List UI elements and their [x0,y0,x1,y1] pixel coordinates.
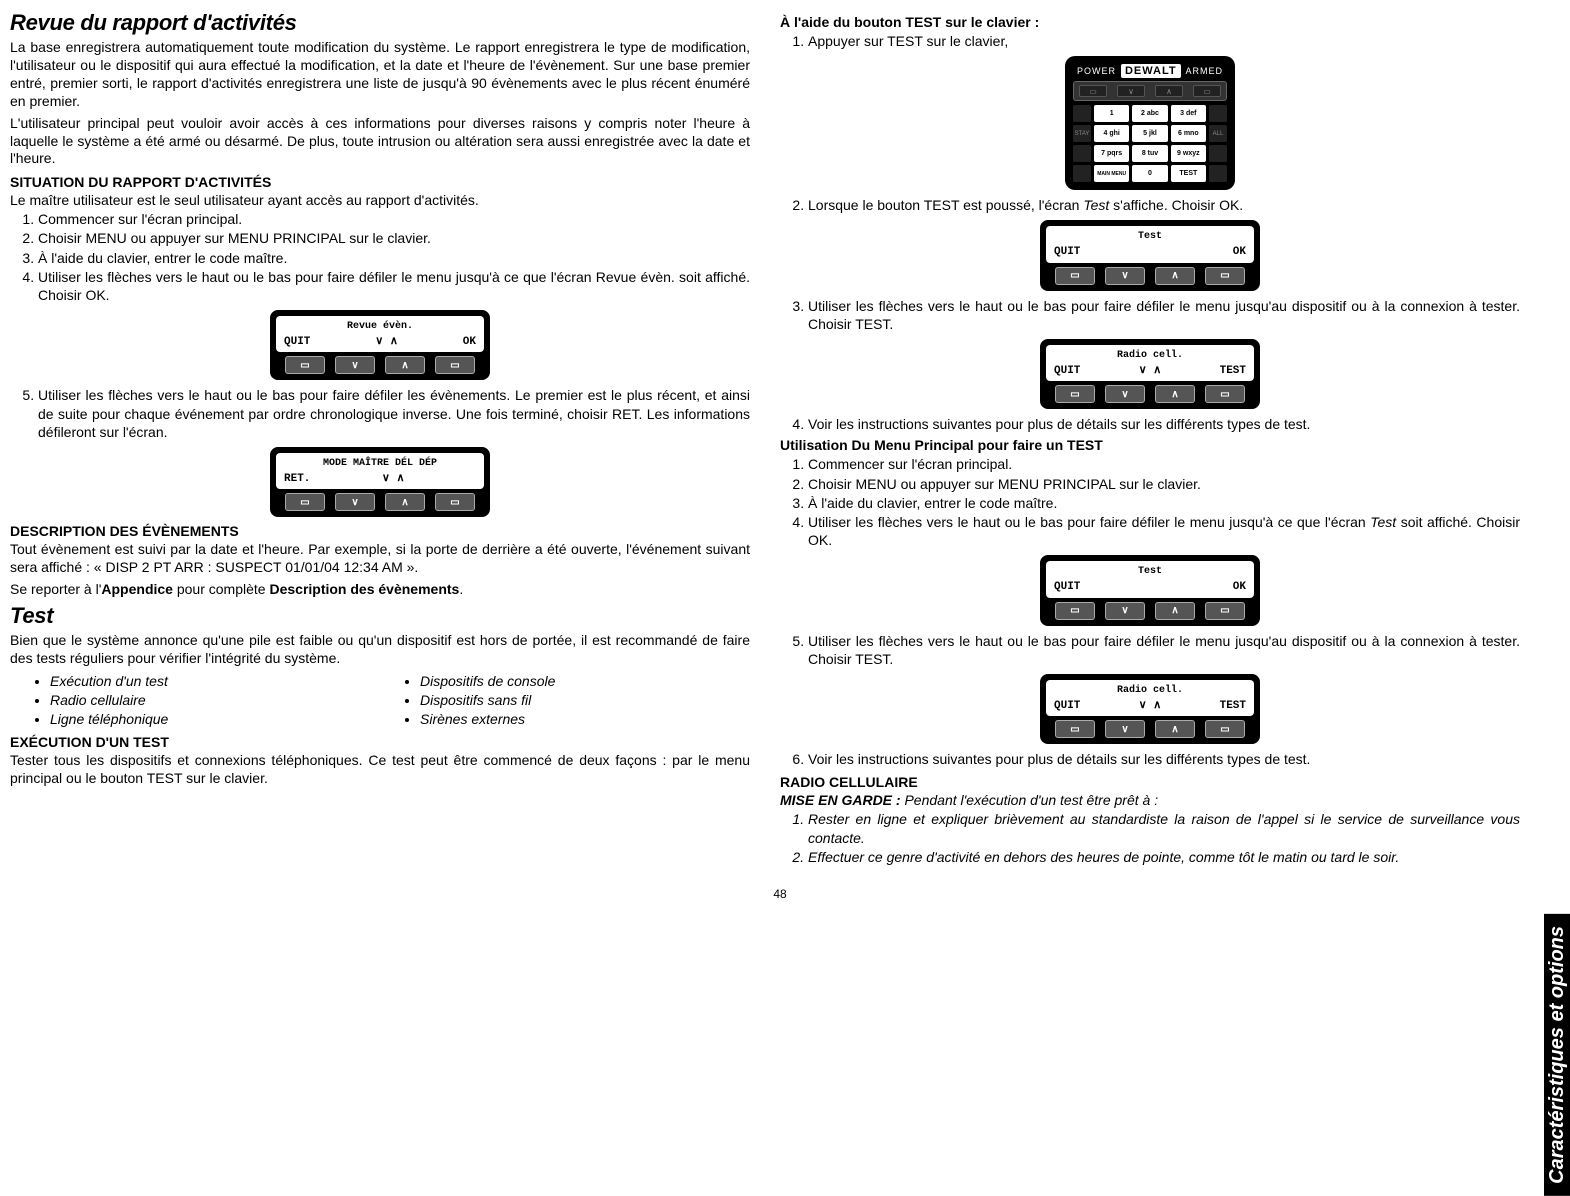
heading-situation: SITUATION DU RAPPORT D'ACTIVITÉS [10,174,750,190]
heading-revue: Revue du rapport d'activités [10,10,750,36]
power-label: POWER [1077,66,1116,76]
heading-execution: EXÉCUTION D'UN TEST [10,734,750,750]
list-item: Effectuer ce genre d'activité en dehors … [808,848,1520,866]
down-button: ∨ [335,356,375,374]
list-item: Utiliser les flèches vers le haut ou le … [38,268,750,304]
para-6: Tester tous les dispositifs et connexion… [10,752,750,788]
heading-radio-cellulaire: RADIO CELLULAIRE [780,774,1520,790]
heading-menu-principal-test: Utilisation Du Menu Principal pour faire… [780,437,1520,453]
para-2: L'utilisateur principal peut vouloir avo… [10,115,750,169]
heading-bouton-test: À l'aide du bouton TEST sur le clavier : [780,14,1520,30]
bullet-item: Radio cellulaire [50,691,380,710]
list-bouton-test-4: Voir les instructions suivantes pour plu… [808,415,1520,433]
bullet-item: Sirènes externes [420,710,750,729]
lcd-ok: OK [463,336,476,350]
bullet-columns: Exécution d'un test Radio cellulaire Lig… [10,672,750,729]
list-item: Utiliser les flèches vers le haut ou le … [38,386,750,441]
soft-button: ▭ [435,356,475,374]
para-3: Le maître utilisateur est le seul utilis… [10,192,750,210]
up-button: ∧ [385,356,425,374]
para-4a: Tout évènement est suivi par la date et … [10,541,750,577]
warning-line: MISE EN GARDE : Pendant l'exécution d'un… [780,792,1520,810]
list-item: Commencer sur l'écran principal. [808,455,1520,473]
list-bouton-test: Appuyer sur TEST sur le clavier, [808,32,1520,50]
list-menu-test: Commencer sur l'écran principal. Choisir… [808,455,1520,549]
list-item: Lorsque le bouton TEST est poussé, l'écr… [808,196,1520,214]
bullet-item: Exécution d'un test [50,672,380,691]
list-warning: Rester en ligne et expliquer brièvement … [808,810,1520,866]
lcd-ret: RET. [284,473,310,487]
lcd-quit: QUIT [284,336,310,350]
list-item: À l'aide du clavier, entrer le code maît… [38,249,750,267]
side-tab-label: Caractéristiques et options [1544,914,1570,1196]
list-menu-test-5: Utiliser les flèches vers le haut ou le … [808,632,1520,668]
list-item: Choisir MENU ou appuyer sur MENU PRINCIP… [808,475,1520,493]
para-5: Bien que le système annonce qu'une pile … [10,632,750,668]
list-item: Choisir MENU ou appuyer sur MENU PRINCIP… [38,229,750,247]
list-item: Voir les instructions suivantes pour plu… [808,415,1520,433]
list-item: Utiliser les flèches vers le haut ou le … [808,632,1520,668]
right-column: À l'aide du bouton TEST sur le clavier :… [780,10,1520,867]
side-tab: Caractéristiques et options [1544,0,1570,1196]
left-column: Revue du rapport d'activités La base enr… [10,10,750,867]
screen-mode-maitre: MODE MAÎTRE DÉL DÉP RET. ∨ ∧ ▭∨∧▭ [10,447,750,517]
button-row: ▭ ∨ ∧ ▭ [276,352,484,374]
list-bouton-test-2: Lorsque le bouton TEST est poussé, l'écr… [808,196,1520,214]
soft-button: ▭ [285,356,325,374]
screen-radio-cell-2: Radio cell. QUIT∨ ∧TEST ▭∨∧▭ [780,674,1520,744]
list-bouton-test-3: Utiliser les flèches vers le haut ou le … [808,297,1520,333]
lcd-line1: Revue évèn. [284,321,476,334]
list-item: Utiliser les flèches vers le haut ou le … [808,297,1520,333]
bullet-item: Dispositifs de console [420,672,750,691]
para-1: La base enregistrera automatiquement tou… [10,39,750,111]
screen-test-ok: Test QUITOK ▭∨∧▭ [780,220,1520,290]
screen-revue-even: Revue évèn. QUIT ∨ ∧ OK ▭ ∨ ∧ ▭ [10,310,750,380]
list-item: À l'aide du clavier, entrer le code maît… [808,494,1520,512]
keypad-image: POWER DEWALT ARMED ▭∨∧▭ 12 abc3 def STAY… [780,56,1520,190]
heading-test: Test [10,603,750,629]
list-item: Commencer sur l'écran principal. [38,210,750,228]
bullet-item: Ligne téléphonique [50,710,380,729]
lcd-arrows: ∨ ∧ [382,473,405,487]
para-4b: Se reporter à l'Appendice pour complète … [10,581,750,599]
page-number: 48 [10,887,1550,901]
list-item: Voir les instructions suivantes pour plu… [808,750,1520,768]
list-item: Rester en ligne et expliquer brièvement … [808,810,1520,846]
lcd-line1: MODE MAÎTRE DÉL DÉP [284,458,476,471]
list-situation-cont: Utiliser les flèches vers le haut ou le … [38,386,750,441]
list-item: Utiliser les flèches vers le haut ou le … [808,513,1520,549]
screen-test-ok-2: Test QUITOK ▭∨∧▭ [780,555,1520,625]
brand-logo: DEWALT [1121,64,1181,78]
list-item: Appuyer sur TEST sur le clavier, [808,32,1520,50]
list-situation: Commencer sur l'écran principal. Choisir… [38,210,750,304]
bullet-item: Dispositifs sans fil [420,691,750,710]
screen-radio-cell-1: Radio cell. QUIT∨ ∧TEST ▭∨∧▭ [780,339,1520,409]
lcd-arrows: ∨ ∧ [375,336,398,350]
armed-label: ARMED [1185,66,1223,76]
heading-description: DESCRIPTION DES ÉVÈNEMENTS [10,523,750,539]
list-menu-test-6: Voir les instructions suivantes pour plu… [808,750,1520,768]
